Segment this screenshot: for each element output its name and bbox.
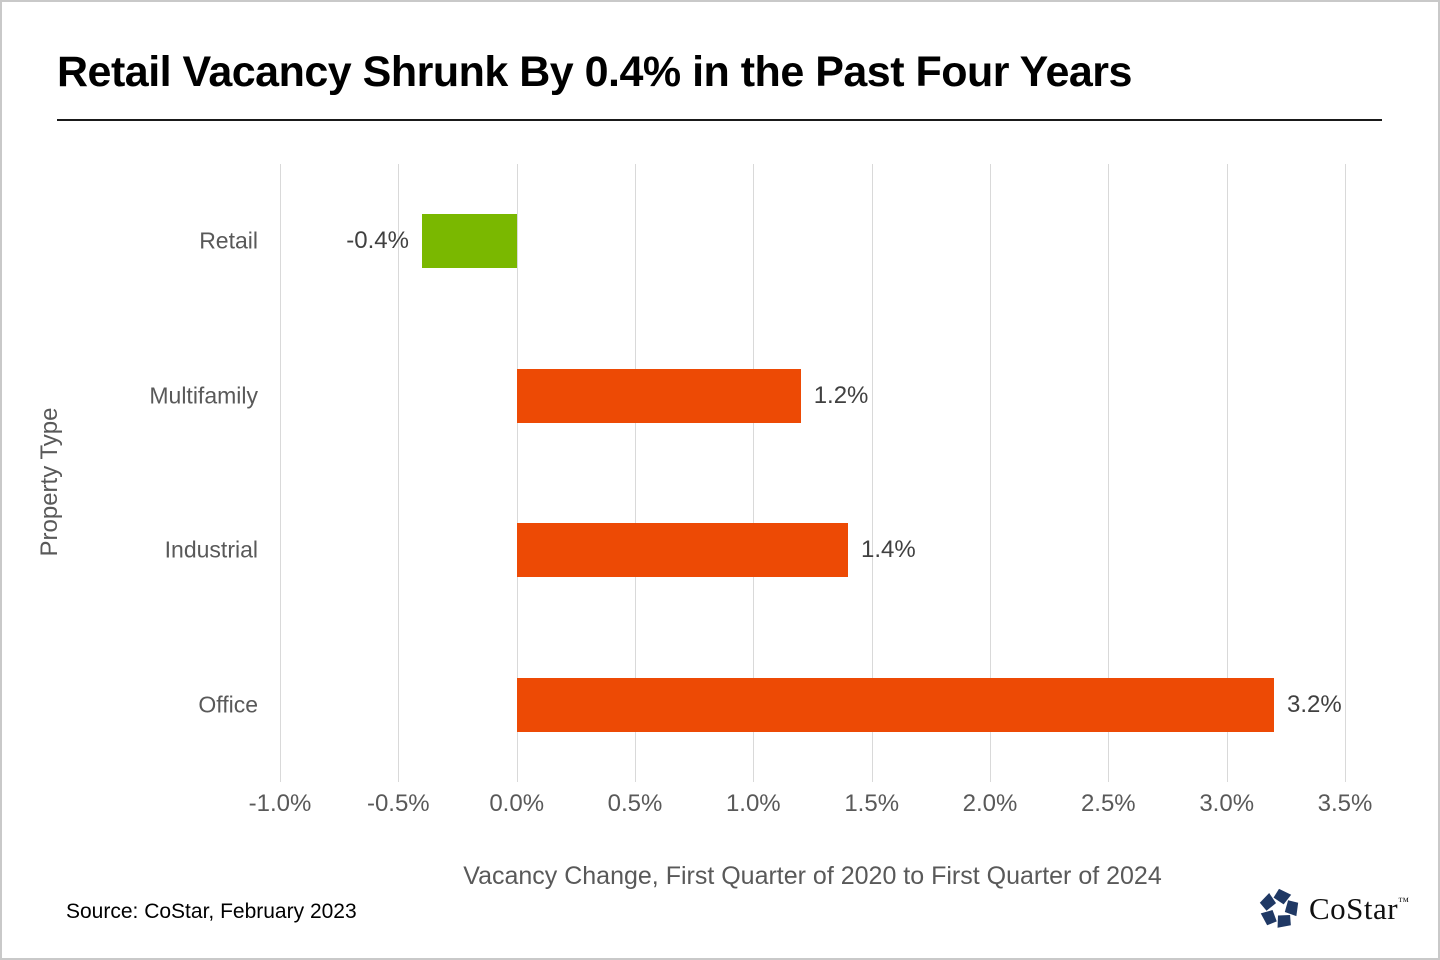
x-axis-title: Vacancy Change, First Quarter of 2020 to… <box>463 862 1162 890</box>
x-tick-label: 0.5% <box>607 790 663 817</box>
x-tick-label: -1.0% <box>248 790 312 817</box>
gridline <box>871 164 873 782</box>
costar-logo: CoStar™ <box>1258 888 1409 930</box>
category-label-multifamily: Multifamily <box>149 382 258 409</box>
gridline <box>1226 164 1228 782</box>
costar-logo-tm: ™ <box>1398 896 1410 908</box>
gridline <box>635 164 636 782</box>
value-label-multifamily: 1.2% <box>813 381 869 409</box>
costar-logo-text: CoStar™ <box>1309 891 1410 926</box>
value-label-office: 3.2% <box>1287 690 1342 718</box>
gridline <box>280 164 281 782</box>
source-note: Source: CoStar, February 2023 <box>66 900 357 923</box>
gridline <box>990 164 991 782</box>
x-tick-label: 2.0% <box>962 790 1018 817</box>
title-underline <box>57 119 1382 121</box>
bar-industrial <box>516 523 848 578</box>
bar-multifamily <box>516 368 801 423</box>
category-label-retail: Retail <box>199 227 258 254</box>
plot-area: -0.4% 1.2% 1.4% 3.2% <box>280 164 1346 782</box>
x-tick-label: 0.0% <box>489 790 545 817</box>
costar-logo-icon <box>1258 888 1300 930</box>
bar-office <box>516 677 1274 732</box>
gridline <box>1345 164 1346 782</box>
x-tick-label: 3.5% <box>1317 790 1373 817</box>
x-tick-label: -0.5% <box>366 790 430 817</box>
category-axis: Retail Multifamily Industrial Office <box>2 164 258 782</box>
gridline <box>516 164 518 782</box>
x-axis-ticks: -1.0% -0.5% 0.0% 0.5% 1.0% 1.5% 2.0% 2.5% 3.0% 3.… <box>249 790 1373 820</box>
chart-title: Retail Vacancy Shrunk By 0.4% in the Pas… <box>57 48 1132 96</box>
category-label-office: Office <box>198 691 258 718</box>
bar-retail <box>422 214 517 269</box>
gridline <box>1108 164 1110 782</box>
value-label-industrial: 1.4% <box>861 536 916 564</box>
category-label-industrial: Industrial <box>164 536 258 563</box>
x-tick-label: 2.5% <box>1080 790 1136 817</box>
value-label-retail: -0.4% <box>346 227 409 255</box>
x-tick-label: 1.0% <box>725 790 781 817</box>
gridline <box>753 164 755 782</box>
x-tick-label: 3.0% <box>1199 790 1255 817</box>
gridline <box>398 164 400 782</box>
x-tick-label: 1.5% <box>844 790 900 817</box>
